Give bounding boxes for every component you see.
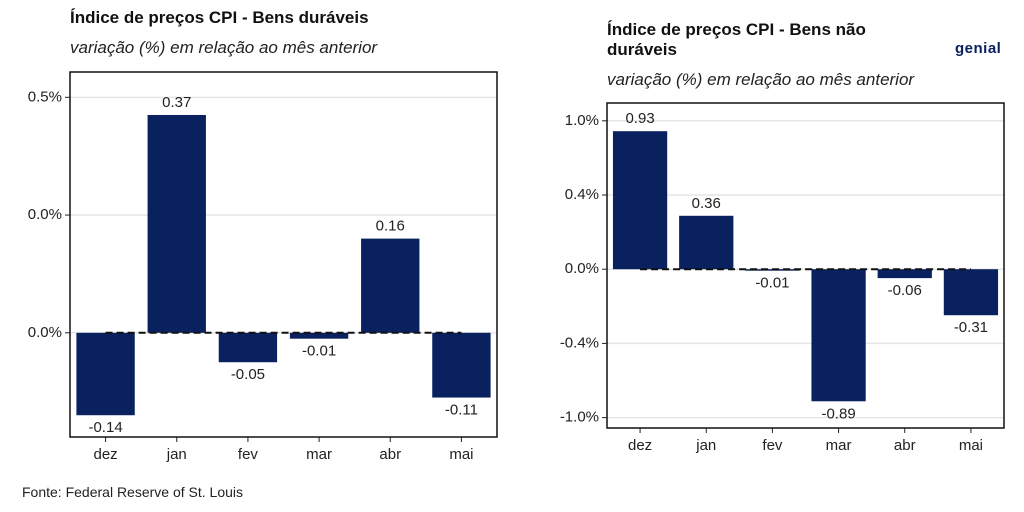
value-label: -0.11	[445, 402, 478, 419]
bar	[289, 332, 349, 339]
y-tick-label: -1.0%	[560, 409, 599, 426]
bar	[612, 131, 668, 270]
value-label: -0.31	[954, 319, 988, 336]
chart-subtitle: variação (%) em relação ao mês anterior	[70, 38, 378, 57]
value-label: 0.36	[692, 195, 721, 212]
x-tick-label: mai	[959, 437, 983, 454]
x-tick-label: dez	[93, 446, 117, 463]
x-tick-label: dez	[628, 437, 652, 454]
source: Fonte: Federal Reserve of St. Louis	[22, 484, 243, 500]
logo: genial	[955, 40, 1002, 57]
chart-title: Índice de preços CPI - Bens não duráveis	[607, 20, 866, 59]
bar	[679, 215, 734, 270]
x-tick-label: jan	[695, 437, 716, 454]
x-tick-label: abr	[379, 446, 401, 463]
value-label: -0.01	[302, 343, 336, 360]
bar	[147, 114, 206, 333]
bar	[361, 238, 420, 333]
plot-frame	[69, 71, 498, 438]
x-tick-label: fev	[762, 437, 783, 454]
x-tick-label: mar	[306, 446, 332, 463]
x-tick-label: jan	[166, 446, 187, 463]
value-label: -0.14	[88, 419, 122, 436]
bar	[218, 332, 278, 363]
y-tick-label: 0.5%	[28, 88, 62, 105]
chart-subtitle: variação (%) em relação ao mês anterior	[607, 70, 915, 89]
value-label: 0.37	[162, 94, 191, 111]
y-tick-label: 0.0%	[565, 260, 599, 277]
value-label: 0.93	[625, 110, 654, 127]
value-label: -0.05	[231, 366, 265, 383]
plot-frame	[606, 102, 1005, 429]
bar	[811, 269, 866, 402]
value-label: -0.89	[821, 405, 855, 422]
y-tick-label: -0.4%	[560, 334, 599, 351]
bar	[76, 332, 135, 416]
bar	[943, 269, 999, 316]
x-tick-label: abr	[894, 437, 916, 454]
bar	[877, 269, 932, 279]
x-tick-label: fev	[238, 446, 259, 463]
x-tick-label: mar	[826, 437, 852, 454]
bar	[432, 332, 491, 398]
y-tick-label: 0.4%	[565, 186, 599, 203]
y-tick-label: 1.0%	[565, 112, 599, 129]
y-tick-label: 0.0%	[28, 206, 62, 223]
y-tick-label: 0.0%	[28, 324, 62, 341]
chart-title: Índice de preços CPI - Bens duráveis	[70, 8, 369, 27]
value-label: -0.01	[755, 275, 789, 292]
value-label: 0.16	[376, 218, 405, 235]
value-label: -0.06	[888, 282, 922, 299]
x-tick-label: mai	[449, 446, 473, 463]
